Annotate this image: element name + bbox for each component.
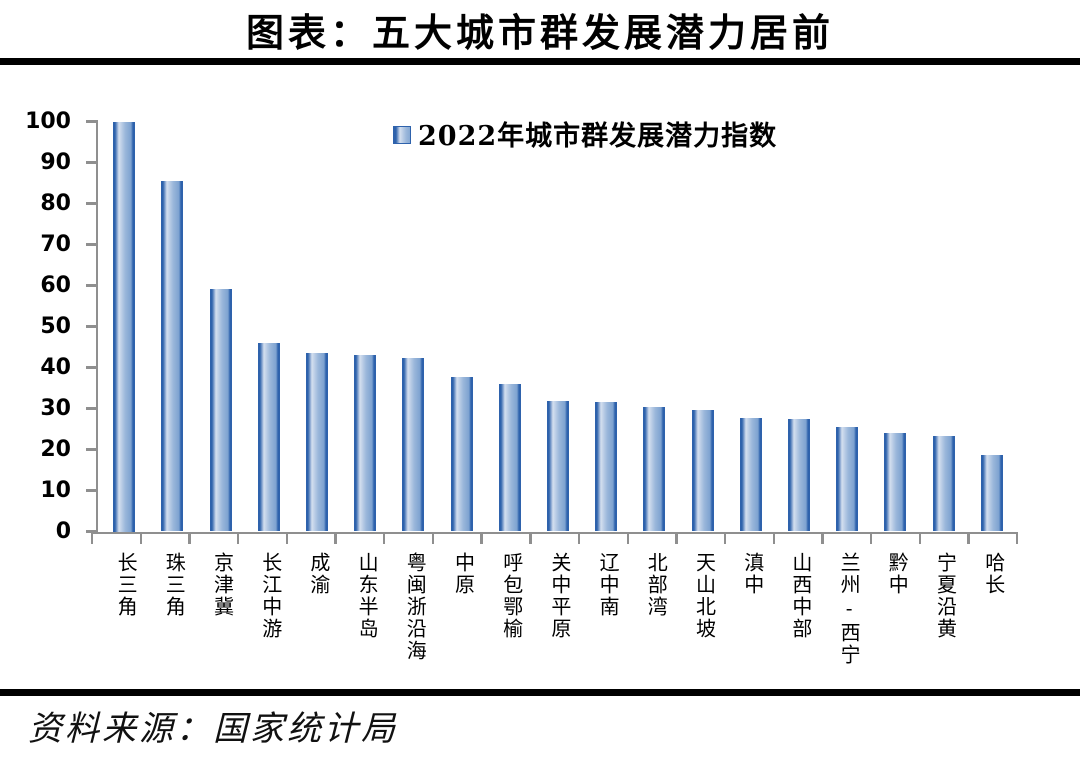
- x-axis-tick: [188, 531, 191, 544]
- x-axis-tick: [383, 531, 386, 544]
- y-axis-label: 50: [40, 313, 71, 339]
- x-axis-label: 关中平原: [547, 552, 572, 640]
- x-axis-label: 山西中部: [788, 552, 813, 640]
- bar-宁夏沿黄: [932, 435, 955, 532]
- y-axis-tick: [86, 284, 96, 287]
- y-axis-label: 70: [40, 231, 71, 257]
- y-axis-label: 10: [40, 477, 71, 503]
- x-axis-label: 呼包鄂榆: [499, 552, 524, 640]
- bar-成渝: [305, 353, 328, 532]
- x-axis-label: 天山北坡: [692, 552, 717, 640]
- y-axis-line: [95, 120, 98, 534]
- x-axis-tick: [869, 531, 873, 544]
- x-axis-tick: [237, 531, 240, 544]
- bar-滇中: [739, 417, 762, 532]
- x-axis-tick: [1016, 531, 1019, 544]
- bar-辽中南: [595, 401, 618, 532]
- x-axis-label: 黔中: [885, 552, 910, 596]
- legend-label: 2022年城市群发展潜力指数: [418, 121, 778, 152]
- y-axis-label: 40: [40, 354, 71, 380]
- x-axis-label: 辽中南: [596, 552, 621, 618]
- x-axis-label: 长江中游: [258, 552, 283, 640]
- x-axis-tick: [626, 531, 629, 544]
- bar-长江中游: [257, 342, 280, 532]
- legend-swatch: [393, 125, 411, 144]
- y-axis-label: 0: [55, 518, 71, 544]
- x-axis-tick: [577, 531, 581, 544]
- bottom-divider: [0, 689, 1080, 696]
- x-axis-tick: [821, 531, 824, 544]
- bar-珠三角: [161, 180, 184, 532]
- x-axis-tick: [967, 531, 970, 544]
- y-axis-label: 20: [40, 436, 71, 462]
- x-axis-tick: [772, 531, 775, 544]
- y-axis-tick: [86, 448, 96, 451]
- x-axis-label: 中原: [451, 552, 476, 596]
- bar-呼包鄂榆: [498, 384, 521, 532]
- bar-京津冀: [209, 288, 232, 532]
- bar-山西中部: [787, 419, 810, 532]
- y-axis-label: 100: [25, 108, 71, 134]
- y-axis-label: 80: [40, 190, 71, 216]
- x-axis-tick: [529, 531, 532, 544]
- bar-中原: [450, 377, 473, 532]
- y-axis-tick: [86, 325, 96, 328]
- x-axis-label: 兰州-西宁: [837, 552, 862, 666]
- bar-天山北坡: [691, 410, 714, 532]
- y-axis-label: 90: [40, 149, 71, 175]
- x-axis-label: 京津冀: [210, 552, 235, 618]
- chart-legend: 2022年城市群发展潜力指数: [393, 114, 777, 153]
- y-axis-tick: [86, 407, 96, 410]
- x-axis-label: 成渝: [306, 552, 331, 596]
- chart-title: 图表：五大城市群发展潜力居前: [245, 10, 834, 55]
- x-axis-label: 宁夏沿黄: [933, 552, 958, 640]
- x-axis-tick: [675, 531, 678, 544]
- y-axis-label: 60: [40, 272, 71, 298]
- x-axis-tick: [91, 531, 94, 544]
- x-axis-tick: [723, 531, 727, 544]
- y-axis-tick: [86, 366, 96, 369]
- x-axis-label: 哈长: [981, 552, 1006, 596]
- x-axis-tick: [918, 531, 922, 544]
- y-axis-tick: [86, 202, 96, 205]
- y-axis-tick: [86, 161, 96, 164]
- y-axis-tick: [86, 489, 96, 492]
- x-axis-tick: [334, 531, 337, 544]
- bar-北部湾: [643, 407, 666, 532]
- bar-关中平原: [546, 401, 569, 532]
- y-axis-label: 30: [40, 395, 71, 421]
- x-axis-label: 山东半岛: [355, 552, 380, 640]
- x-axis-line: [92, 531, 1017, 535]
- bar-长三角: [113, 121, 136, 532]
- x-axis-label: 北部湾: [644, 552, 669, 618]
- bar-哈长: [980, 454, 1003, 532]
- bar-兰州-西宁: [836, 426, 859, 532]
- x-axis-label: 粤闽浙沿海: [403, 552, 428, 662]
- top-divider: [0, 58, 1080, 65]
- bar-黔中: [884, 432, 907, 532]
- x-axis-tick: [285, 531, 289, 544]
- y-axis-tick: [86, 120, 96, 123]
- source-note: 资料来源：国家统计局: [28, 709, 398, 749]
- bar-粤闽浙沿海: [402, 357, 425, 532]
- bar-山东半岛: [354, 355, 377, 532]
- x-axis-label: 长三角: [114, 552, 139, 618]
- x-axis-tick: [431, 531, 435, 544]
- y-axis-tick: [86, 243, 96, 246]
- x-axis-label: 滇中: [740, 552, 765, 596]
- x-axis-tick: [139, 531, 143, 544]
- x-axis-label: 珠三角: [162, 552, 187, 618]
- y-axis-tick: [86, 530, 96, 533]
- x-axis-tick: [480, 531, 483, 544]
